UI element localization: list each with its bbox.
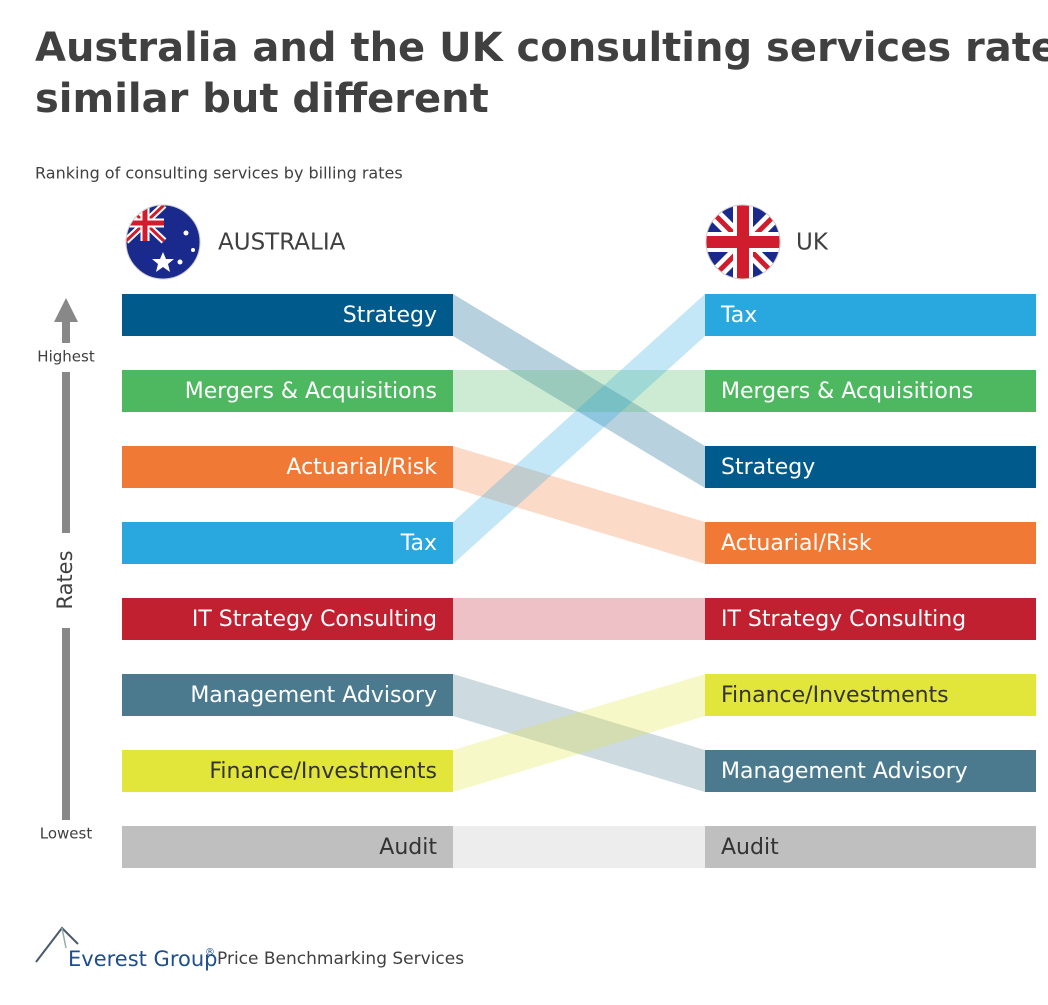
- service-label: Finance/Investments: [209, 759, 437, 784]
- footer-logo: [35, 926, 79, 963]
- service-label: Mergers & Acquisitions: [721, 379, 973, 404]
- connectors: [453, 294, 705, 868]
- connector: [453, 674, 705, 792]
- service-bar: [705, 446, 1036, 488]
- service-bar: [705, 750, 1036, 792]
- connector: [453, 598, 705, 640]
- service-label: Audit: [721, 835, 779, 860]
- footer-brand: Everest Group: [68, 947, 218, 971]
- service-bar: [705, 294, 1036, 336]
- service-bar: [705, 370, 1036, 412]
- service-bar: [122, 674, 453, 716]
- rates-axis: Highest Rates Lowest: [37, 298, 95, 843]
- title-line: Australia and the UK consulting services…: [35, 25, 1048, 71]
- subtitle: Ranking of consulting services by billin…: [35, 164, 403, 183]
- footer-mark: ®: [205, 947, 215, 958]
- service-bar: [705, 522, 1036, 564]
- flag-ring: [125, 204, 201, 280]
- service-bar: [122, 598, 453, 640]
- connector: [453, 826, 705, 868]
- connector: [453, 446, 705, 564]
- service-bar: [705, 674, 1036, 716]
- service-label: Management Advisory: [190, 683, 437, 708]
- axis-label: Rates: [53, 550, 77, 609]
- service-label: Audit: [379, 835, 437, 860]
- australia-flag: [126, 205, 200, 279]
- column-header: UK: [796, 230, 829, 256]
- footer-service: Price Benchmarking Services: [217, 949, 464, 969]
- connector: [453, 294, 705, 488]
- service-label: Management Advisory: [721, 759, 968, 784]
- connector: [453, 294, 705, 564]
- axis-low: Lowest: [40, 825, 93, 843]
- connector: [453, 674, 705, 792]
- service-bar: [122, 750, 453, 792]
- service-bar: [122, 826, 453, 868]
- service-label: Tax: [400, 531, 437, 556]
- service-label: Strategy: [721, 455, 815, 480]
- service-bar: [122, 294, 453, 336]
- connector: [453, 370, 705, 412]
- service-label: Tax: [720, 303, 757, 328]
- service-label: Actuarial/Risk: [286, 455, 437, 480]
- axis-high: Highest: [37, 348, 95, 366]
- service-label: Mergers & Acquisitions: [185, 379, 437, 404]
- uk-flag: [706, 205, 780, 279]
- service-label: IT Strategy Consulting: [192, 607, 437, 632]
- service-bar: [122, 446, 453, 488]
- flag-ring: [705, 204, 781, 280]
- column-header: AUSTRALIA: [218, 230, 346, 256]
- service-bar: [705, 826, 1036, 868]
- service-bar: [122, 522, 453, 564]
- service-label: Strategy: [343, 303, 437, 328]
- service-bar: [705, 598, 1036, 640]
- service-label: IT Strategy Consulting: [721, 607, 966, 632]
- service-bar: [122, 370, 453, 412]
- service-label: Actuarial/Risk: [721, 531, 872, 556]
- service-label: Finance/Investments: [721, 683, 949, 708]
- title-line: similar but different: [35, 76, 489, 122]
